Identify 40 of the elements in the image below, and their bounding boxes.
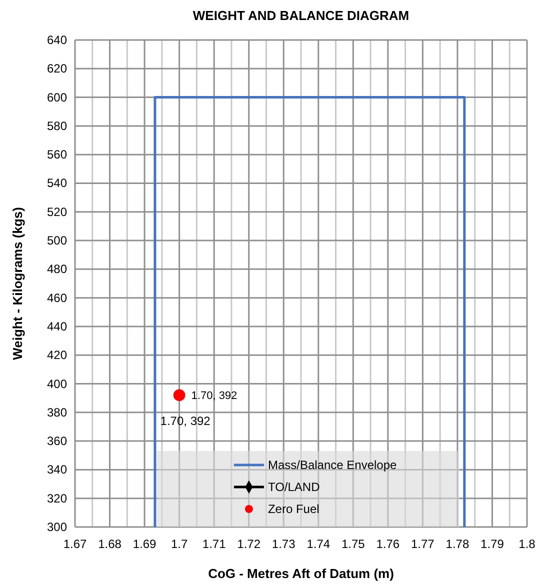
y-tick-label: 440: [46, 319, 68, 334]
x-tick-label: 1.8: [518, 537, 536, 551]
legend-label: TO/LAND: [268, 480, 320, 494]
legend-label: Mass/Balance Envelope: [268, 458, 398, 472]
y-tick-label: 620: [46, 62, 68, 76]
x-tick-label: 1.68: [98, 537, 122, 551]
y-tick-label: 360: [46, 434, 68, 448]
y-tick-label: 400: [46, 376, 68, 391]
y-tick-label: 580: [46, 118, 68, 133]
y-tick-label: 640: [46, 33, 68, 47]
x-tick-label: 1.71: [202, 537, 226, 551]
y-tick-label: 380: [46, 405, 68, 420]
x-tick-label: 1.7: [170, 537, 188, 551]
x-tick-label: 1.79: [480, 537, 504, 551]
x-tick-label: 1.69: [132, 537, 157, 551]
x-tick-label: 1.72: [237, 537, 261, 551]
y-tick-label: 320: [46, 491, 68, 506]
y-tick-label: 500: [46, 234, 68, 248]
x-tick-label: 1.78: [446, 537, 470, 551]
y-axis-title: Weight - Kilograms (kgs): [10, 207, 25, 360]
x-tick-label: 1.74: [306, 537, 330, 551]
y-tick-label: 300: [46, 520, 68, 534]
chart-title: WEIGHT AND BALANCE DIAGRAM: [192, 8, 410, 23]
annotation: 1.70, 392: [160, 414, 211, 428]
y-tick-label: 460: [46, 290, 68, 305]
x-tick-label: 1.67: [63, 537, 87, 551]
y-tick-label: 340: [46, 462, 68, 477]
x-tick-label: 1.75: [341, 537, 366, 551]
x-tick-label: 1.73: [272, 537, 296, 551]
y-tick-label: 520: [46, 204, 68, 219]
legend-label: Zero Fuel: [268, 502, 320, 516]
x-tick-label: 1.77: [411, 537, 435, 551]
y-tick-label: 480: [46, 262, 68, 276]
data-label: 1.70, 392: [191, 390, 238, 402]
x-tick-label: 1.76: [376, 537, 400, 551]
y-tick-label: 420: [46, 348, 68, 362]
y-tick-label: 540: [46, 176, 68, 190]
y-tick-label: 600: [46, 90, 68, 104]
x-axis-title: CoG - Metres Aft of Datum (m): [208, 566, 394, 581]
y-tick-label: 560: [46, 148, 68, 162]
